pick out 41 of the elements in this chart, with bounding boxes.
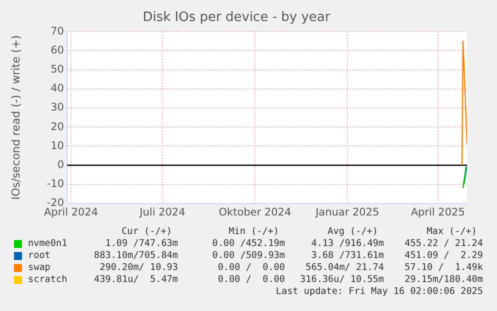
x-tick-label: Januar 2025: [314, 206, 380, 218]
x-tick-label: Juli 2024: [138, 206, 186, 218]
text: Avg (-/+): [328, 226, 378, 238]
text: Cur (-/+): [122, 226, 172, 238]
legend-label: scratch: [28, 274, 68, 286]
legend-label: root: [28, 250, 50, 262]
text: 1.09 /747.63m: [105, 238, 178, 250]
text: 290.20m/ 10.93: [100, 262, 178, 274]
text: 57.10 / 1.49k: [404, 262, 483, 274]
text: 0.00 /452.19m: [212, 238, 285, 250]
y-tick-label: 40: [50, 82, 64, 95]
x-tick-label: Oktober 2024: [218, 206, 292, 218]
text: Min (-/+): [228, 226, 279, 238]
text: 316.36u/ 10.55m: [300, 274, 384, 286]
text: Max (-/+): [426, 226, 477, 238]
text: 439.81u/ 5.47m: [94, 274, 178, 286]
text: 565.04m/ 21.74: [306, 262, 384, 274]
y-tick-label: 60: [50, 44, 64, 56]
y-tick-label: 30: [50, 102, 64, 114]
y-tick-label: 20: [50, 120, 64, 133]
text: 0.00 /509.93m: [212, 250, 285, 262]
text: 0.00 / 0.00: [218, 262, 285, 274]
legend-label: swap: [28, 262, 50, 274]
text: 455.22 / 21.24: [404, 238, 483, 250]
text: 29.15m/180.40m: [404, 274, 483, 286]
text: Last update: Fri May 16 02:00:06 2025: [276, 286, 483, 298]
text: 451.09 / 2.29: [404, 250, 483, 262]
x-tick-label: April 2025: [410, 206, 465, 218]
y-tick-label: 0: [57, 158, 64, 171]
text: 0.00 / 0.00: [218, 274, 285, 286]
y-tick-label: 10: [50, 140, 64, 152]
text: 3.68 /731.61m: [311, 250, 384, 262]
x-tick-label: April 2024: [44, 206, 98, 218]
y-tick-label: 70: [50, 25, 64, 38]
y-axis-title: IOs/second read (-) / write (+): [9, 35, 22, 200]
y-tick-label: 50: [50, 64, 64, 76]
legend-label: nvme0n1: [28, 238, 68, 250]
text: 883.10m/705.84m: [94, 250, 178, 262]
y-tick-label: -10: [46, 178, 64, 190]
text: 4.13 /916.49m: [311, 238, 384, 250]
chart-title: Disk IOs per device - by year: [142, 10, 331, 26]
